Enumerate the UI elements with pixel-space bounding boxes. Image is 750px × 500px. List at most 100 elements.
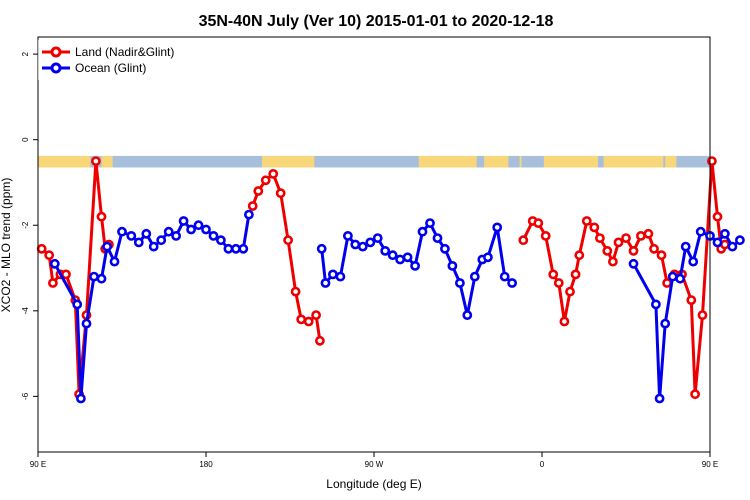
band-land-6 xyxy=(543,155,598,168)
series-1-point-0-25 xyxy=(243,209,254,220)
chart-title: 35N-40N July (Ver 10) 2015-01-01 to 2020… xyxy=(199,13,554,30)
series-1-point-0-20 xyxy=(208,230,219,241)
series-0-point-2-29 xyxy=(712,211,723,222)
series-1-point-0-19 xyxy=(201,224,211,235)
series-0-point-2-14 xyxy=(608,256,618,267)
x-tick-label-0: 90 E xyxy=(30,460,46,469)
series-1-point-1-11 xyxy=(395,254,405,265)
series-1-point-2-11 xyxy=(720,228,730,239)
series-0-point-0-0 xyxy=(36,243,47,254)
series-1-point-1-12 xyxy=(402,252,413,263)
series-1-point-2-6 xyxy=(680,241,691,252)
series-1-point-2-5 xyxy=(675,273,685,284)
band-land-1 xyxy=(101,155,113,168)
series-1-point-1-16 xyxy=(432,233,443,243)
x-tick-label-2: 90 W xyxy=(365,460,384,469)
series-1-point-1-4 xyxy=(342,230,353,241)
series-0-point-2-27 xyxy=(697,310,708,320)
series-1-point-0-6 xyxy=(102,241,112,252)
series-1-point-1-3 xyxy=(335,271,346,282)
y-tick-label-2: -2 xyxy=(21,221,30,229)
series-1-point-2-10 xyxy=(712,237,723,248)
series-1-point-0-5 xyxy=(96,273,107,284)
series-0-point-2-8 xyxy=(570,269,581,280)
legend: Land (Nadir&Glint) Ocean (Glint) xyxy=(38,40,188,80)
series-1-point-0-12 xyxy=(148,241,159,252)
band-land-8 xyxy=(665,155,677,168)
series-0-point-1-8 xyxy=(303,316,314,327)
series-0-point-1-0 xyxy=(247,201,258,211)
x-axis: 90 E 180 90 W 0 90 E xyxy=(30,452,718,469)
series-1-point-2-12 xyxy=(727,241,738,252)
series-1-point-0-22 xyxy=(223,243,234,254)
series-1-point-2-2 xyxy=(654,393,665,404)
legend-marker-ocean xyxy=(50,62,62,74)
series-1-point-1-0 xyxy=(316,243,327,254)
series-0-point-0-9 xyxy=(96,211,107,222)
series-1-point-2-0 xyxy=(628,258,639,269)
series-1-point-0-2 xyxy=(76,393,86,404)
series-1-point-1-7 xyxy=(365,237,376,248)
band-land-0 xyxy=(38,155,91,168)
series-1-point-1-15 xyxy=(425,218,435,228)
series-1-point-2-13 xyxy=(735,235,745,246)
series-1-point-1-10 xyxy=(387,250,398,261)
legend-label-ocean: Ocean (Glint) xyxy=(75,61,146,75)
series-1-point-1-17 xyxy=(439,243,450,254)
legend-box xyxy=(38,40,188,80)
series-1-point-0-10 xyxy=(133,237,144,248)
series-1-point-1-24 xyxy=(492,222,503,233)
series-0-point-1-5 xyxy=(283,235,293,246)
series-1-line-2 xyxy=(632,230,741,400)
series-0-line-1 xyxy=(251,172,322,342)
series-0-point-2-20 xyxy=(649,243,659,254)
series-0-point-2-15 xyxy=(613,237,624,248)
series-1-point-0-21 xyxy=(215,235,226,246)
legend-label-land: Land (Nadir&Glint) xyxy=(75,45,174,59)
y-tick-label-0: -6 xyxy=(21,392,30,400)
series-0-point-2-7 xyxy=(565,286,575,297)
series-1-point-1-20 xyxy=(462,310,473,320)
series-1-point-0-4 xyxy=(89,271,99,282)
band-land-5 xyxy=(519,155,522,168)
y-tick-label-3: 0 xyxy=(21,137,30,142)
series-1-point-1-1 xyxy=(320,278,331,288)
series-1-point-2-3 xyxy=(660,318,671,329)
series-1-point-0-3 xyxy=(81,318,92,329)
series-0-point-0-8 xyxy=(91,156,101,166)
x-tick-label-3: 0 xyxy=(540,460,545,469)
series-0 xyxy=(36,156,730,400)
series-0-point-1-7 xyxy=(296,314,307,325)
band-land-2 xyxy=(262,155,315,168)
series-0-point-1-9 xyxy=(311,310,321,320)
series-1-point-1-25 xyxy=(499,271,510,282)
series-layer xyxy=(36,156,745,404)
series-1-point-1-18 xyxy=(447,260,458,271)
series-1-point-1-23 xyxy=(482,252,493,263)
y-tick-label-4: 2 xyxy=(21,51,30,56)
series-1-point-2-1 xyxy=(651,299,661,310)
series-0-point-2-21 xyxy=(656,250,667,261)
y-axis: -6 -4 -2 0 2 xyxy=(21,51,38,400)
series-1-point-1-26 xyxy=(507,278,517,288)
series-0-point-1-1 xyxy=(253,186,264,196)
x-axis-label: Longitude (deg E) xyxy=(326,477,421,491)
series-1-point-0-1 xyxy=(72,299,83,310)
series-1-point-1-21 xyxy=(469,271,480,282)
x-tick-label-1: 180 xyxy=(199,460,213,469)
series-0-point-2-17 xyxy=(628,245,639,256)
series-1-point-0-11 xyxy=(141,228,152,239)
series-1-point-0-7 xyxy=(109,256,120,267)
series-0-point-1-4 xyxy=(275,188,286,199)
series-0-point-2-25 xyxy=(686,295,697,305)
series-0-point-0-2 xyxy=(48,278,58,288)
series-0-point-2-28 xyxy=(707,156,717,166)
series-0-point-1-3 xyxy=(268,168,279,179)
series-1-point-0-16 xyxy=(178,216,189,226)
series-0-point-2-4 xyxy=(548,269,559,280)
series-1-point-1-14 xyxy=(417,226,428,237)
y-tick-label-1: -4 xyxy=(21,307,30,315)
series-1-point-1-2 xyxy=(327,269,338,280)
y-axis-label: XCO2 - MLO trend (ppm) xyxy=(0,178,13,313)
